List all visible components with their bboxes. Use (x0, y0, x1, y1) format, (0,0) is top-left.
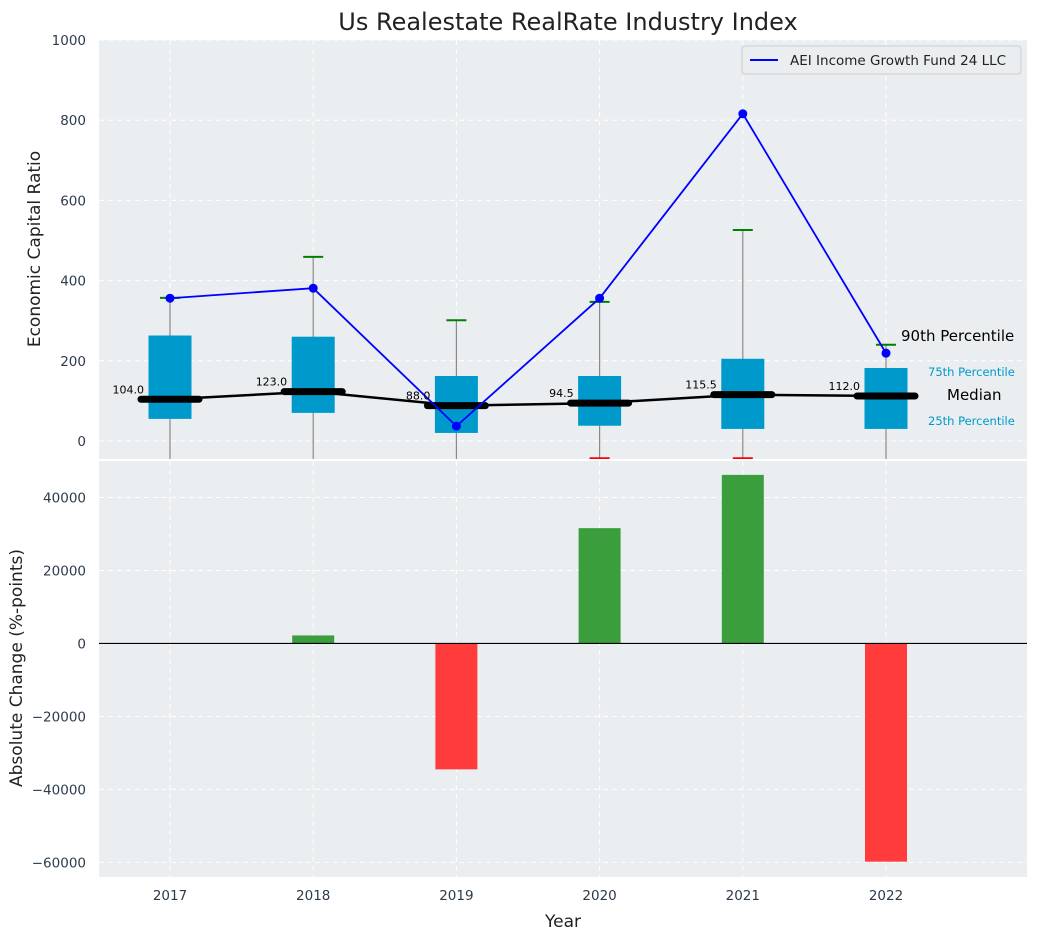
change-bar-2019 (435, 643, 478, 770)
annotation-90th-percentile: 90th Percentile (901, 327, 1014, 345)
bottom-y-tick-label: 0 (77, 636, 86, 652)
series-point-2020 (595, 293, 605, 303)
annotation-75th-percentile: 75th Percentile (928, 365, 1015, 379)
legend-label: AEI Income Growth Fund 24 LLC (790, 53, 1006, 69)
x-tick-label: 2021 (726, 888, 760, 904)
median-value-label-2020: 94.5 (549, 387, 574, 400)
series-point-2019 (451, 421, 461, 431)
top-y-tick-label: 400 (60, 274, 86, 290)
series-point-2021 (738, 109, 748, 119)
bottom-y-tick-label: −20000 (32, 709, 86, 725)
x-tick-label: 2018 (296, 888, 330, 904)
series-line (169, 112, 887, 428)
top-y-tick-label: 0 (77, 434, 86, 450)
bottom-y-axis-label: Absolute Change (%-points) (7, 549, 27, 787)
chart-marks (99, 109, 1027, 862)
x-axis-label: Year (544, 912, 581, 932)
top-y-tick-label: 200 (60, 354, 86, 370)
top-y-tick-label: 600 (60, 193, 86, 209)
x-tick-label: 2019 (439, 888, 473, 904)
series-point-2017 (165, 293, 175, 303)
top-y-tick-label: 1000 (52, 33, 86, 49)
bottom-y-tick-label: −60000 (32, 855, 86, 871)
top-y-tick-label: 800 (60, 113, 86, 129)
bottom-y-tick-label: 20000 (43, 563, 86, 579)
change-bar-2021 (721, 474, 764, 644)
bottom-panel-marks (99, 474, 1027, 862)
legend-box (741, 45, 1022, 75)
x-tick-label: 2022 (869, 888, 903, 904)
annotation-median: Median (947, 386, 1002, 404)
box-2018 (291, 336, 335, 413)
top-y-axis-label: Economic Capital Ratio (25, 151, 45, 347)
top-panel-marks (137, 109, 919, 459)
median-value-label-2021: 115.5 (685, 379, 717, 392)
change-bar-2020 (578, 528, 621, 644)
box-2017 (148, 335, 192, 419)
chart-text: Us Realestate RealRate Industry Index Ye… (7, 8, 1015, 932)
legend: AEI Income Growth Fund 24 LLC (741, 45, 1022, 75)
series-point-2018 (308, 283, 318, 293)
bottom-y-tick-label: 40000 (43, 490, 86, 506)
median-value-label-2019: 88.0 (406, 390, 431, 403)
x-tick-label: 2017 (153, 888, 187, 904)
annotation-25th-percentile: 25th Percentile (928, 414, 1015, 428)
median-value-label-2022: 112.0 (829, 380, 861, 393)
change-bar-2018 (292, 635, 335, 644)
median-value-label-2018: 123.0 (256, 376, 288, 389)
x-tick-label: 2020 (582, 888, 616, 904)
chart-title: Us Realestate RealRate Industry Index (338, 8, 797, 36)
series-point-2022 (881, 348, 891, 358)
median-value-label-2017: 104.0 (113, 383, 145, 396)
bottom-y-tick-label: −40000 (32, 782, 86, 798)
change-bar-2022 (865, 643, 907, 862)
